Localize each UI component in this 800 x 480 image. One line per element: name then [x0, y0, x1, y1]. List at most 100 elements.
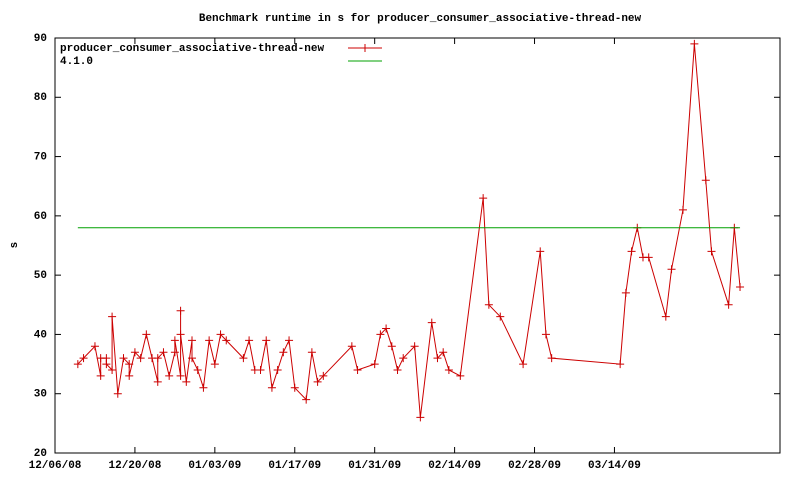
point-marker: [113, 389, 122, 398]
point-marker: [96, 371, 105, 380]
point-marker: [427, 318, 436, 327]
point-marker: [90, 342, 99, 351]
point-marker: [376, 330, 385, 339]
point-marker: [547, 354, 556, 363]
point-marker: [456, 371, 465, 380]
point-marker: [621, 288, 630, 297]
x-tick-label: 02/14/09: [428, 460, 481, 472]
point-marker: [302, 395, 311, 404]
point-marker: [153, 354, 162, 363]
point-marker: [142, 330, 151, 339]
point-marker: [678, 205, 687, 214]
point-marker: [130, 348, 139, 357]
point-marker: [210, 360, 219, 369]
x-tick-label: 03/14/09: [588, 460, 641, 472]
point-marker: [347, 342, 356, 351]
point-marker: [701, 176, 710, 185]
y-tick-label: 30: [34, 389, 47, 401]
plot-border: [54, 37, 781, 454]
point-marker: [176, 306, 185, 315]
point-marker: [108, 366, 117, 374]
point-marker: [188, 336, 197, 345]
point-marker: [102, 360, 111, 369]
point-marker: [439, 348, 448, 357]
point-marker: [444, 366, 453, 374]
point-marker: [416, 413, 425, 422]
point-marker: [262, 336, 271, 345]
point-marker: [690, 39, 699, 48]
point-marker: [125, 360, 134, 369]
point-marker: [73, 360, 82, 369]
point-marker: [519, 360, 528, 369]
point-marker: [153, 377, 162, 386]
x-tick-label: 01/31/09: [348, 460, 401, 472]
point-marker: [136, 354, 145, 363]
point-marker: [182, 377, 191, 386]
point-marker: [496, 312, 505, 321]
point-marker: [256, 366, 265, 374]
point-marker: [193, 366, 202, 374]
point-marker: [644, 253, 653, 262]
point-marker: [616, 360, 625, 369]
point-marker: [205, 336, 214, 345]
point-marker: [736, 283, 745, 291]
point-marker: [170, 336, 179, 345]
x-tick-label: 01/03/09: [188, 460, 241, 472]
legend-label: 4.1.0: [60, 56, 93, 68]
point-marker: [541, 330, 550, 339]
point-marker: [290, 383, 299, 392]
y-tick-label: 40: [34, 329, 47, 341]
legend-label: producer_consumer_associative-thread-new: [60, 43, 324, 55]
point-marker: [125, 371, 134, 380]
y-tick-label: 20: [34, 448, 47, 460]
point-marker: [484, 300, 493, 309]
y-tick-label: 60: [34, 211, 47, 223]
y-tick-label: 50: [34, 270, 47, 282]
point-marker: [661, 312, 670, 321]
point-marker: [433, 354, 442, 363]
point-marker: [724, 300, 733, 309]
y-tick-label: 80: [34, 92, 47, 104]
series-line: [77, 43, 741, 418]
x-tick-label: 12/20/08: [109, 460, 162, 472]
point-marker: [176, 371, 185, 380]
point-marker: [159, 348, 168, 357]
point-marker: [79, 354, 88, 363]
point-marker: [319, 371, 328, 380]
point-marker: [267, 383, 276, 392]
point-marker: [667, 265, 676, 274]
legend-marker: [361, 44, 369, 52]
point-marker: [119, 354, 128, 363]
point-marker: [165, 371, 174, 380]
point-marker: [410, 342, 419, 351]
point-marker: [245, 336, 254, 345]
x-tick-label: 01/17/09: [268, 460, 321, 472]
point-marker: [536, 247, 545, 256]
point-marker: [222, 336, 231, 345]
point-marker: [387, 342, 396, 351]
y-axis-label: s: [9, 242, 21, 249]
point-marker: [216, 330, 225, 339]
chart-title: Benchmark runtime in s for producer_cons…: [199, 13, 642, 25]
point-marker: [627, 247, 636, 256]
point-marker: [479, 194, 488, 203]
point-marker: [399, 354, 408, 363]
y-tick-label: 70: [34, 151, 47, 163]
point-marker: [382, 324, 391, 333]
x-tick-label: 02/28/09: [508, 460, 561, 472]
point-marker: [307, 348, 316, 357]
point-marker: [199, 383, 208, 392]
point-marker: [313, 377, 322, 386]
point-marker: [176, 330, 185, 339]
point-marker: [353, 366, 362, 374]
point-marker: [273, 366, 282, 374]
point-marker: [239, 354, 248, 363]
y-tick-label: 90: [34, 33, 47, 45]
point-marker: [393, 366, 402, 374]
point-marker: [108, 312, 117, 321]
point-marker: [707, 247, 716, 256]
point-marker: [370, 360, 379, 369]
point-marker: [170, 348, 179, 357]
point-marker: [188, 354, 197, 363]
